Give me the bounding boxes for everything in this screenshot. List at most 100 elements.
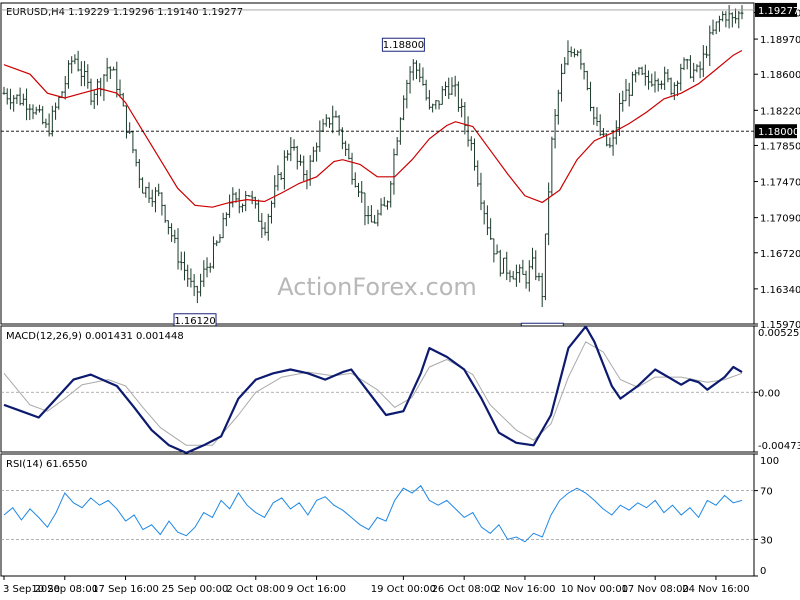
ohlc-bar (447, 77, 451, 99)
x-tick-label: 19 Oct 00:00 (371, 584, 436, 595)
ohlc-bar (640, 66, 644, 76)
ohlc-bar (15, 94, 19, 104)
ohlc-bar (543, 233, 547, 301)
ohlc-bar (250, 190, 254, 205)
ohlc-bar (669, 77, 673, 96)
ohlc-bar (672, 82, 676, 101)
ohlc-bar (105, 57, 109, 82)
ohlc-bar (589, 81, 593, 112)
ohlc-bar (711, 19, 715, 36)
ohlc-bar (650, 73, 654, 87)
ohlc-bar (502, 257, 506, 274)
ohlc-bar (395, 137, 399, 156)
ohlc-bar (192, 274, 196, 297)
ohlc-bar (450, 77, 454, 96)
ohlc-bar (382, 196, 386, 207)
ohlc-bar (740, 5, 744, 20)
ohlc-bar (205, 257, 209, 278)
x-tick-label: 2 Nov 16:00 (494, 584, 555, 595)
ohlc-bar (444, 81, 448, 97)
ohlc-bar (682, 57, 686, 71)
ohlc-bar (128, 122, 132, 135)
ohlc-bar (701, 45, 705, 77)
ohlc-bar (708, 25, 712, 66)
ohlc-bar (643, 64, 647, 86)
price-y-tick-label: 1.16720 (760, 249, 800, 260)
current-price-tag: 1.19277 (755, 2, 799, 17)
ohlc-bar (440, 86, 444, 105)
current-price-tag-bg (755, 2, 797, 17)
ohlc-bar (86, 64, 90, 89)
price-annotation-label: 1.18800 (383, 40, 424, 51)
price-y-tick-label: 1.18220 (760, 106, 800, 117)
ohlc-bar (260, 212, 264, 238)
ohlc-bar (298, 154, 302, 166)
ohlc-bar (376, 209, 380, 227)
ohlc-bar (637, 67, 641, 76)
ohlc-bar (485, 205, 489, 236)
ohlc-bar (647, 70, 651, 90)
ohlc-bar (482, 200, 486, 225)
rsi-y-tick-label: 30 (760, 535, 773, 546)
ohlc-bar (137, 159, 141, 189)
ohlc-bar (553, 109, 557, 149)
ohlc-bar (634, 69, 638, 83)
ohlc-bar (379, 198, 383, 216)
ohlc-bar (331, 105, 335, 134)
ohlc-bar (524, 270, 528, 289)
ohlc-bar (147, 182, 151, 203)
ohlc-bar (8, 88, 12, 110)
watermark: ActionForex.com (277, 273, 477, 301)
ohlc-bar (70, 56, 74, 74)
ohlc-bar (418, 63, 422, 83)
price-annotation-box (381, 37, 425, 52)
price-annotation: 1.16120 (173, 313, 217, 328)
ohlc-bar (518, 264, 522, 283)
ohlc-bar (76, 50, 80, 72)
macd-y-tick-label: 0.00 (758, 388, 780, 399)
ohlc-bar (289, 137, 293, 162)
ohlc-bar (131, 131, 135, 154)
ohlc-bar (392, 148, 396, 195)
ohlc-bar (31, 104, 35, 120)
ohlc-bar (186, 264, 190, 287)
ohlc-bar (724, 11, 728, 28)
ohlc-bar (366, 205, 370, 225)
x-tick-label: 17 Sep 16:00 (92, 584, 159, 595)
price-annotation-label: 1.16120 (174, 316, 215, 327)
x-tick-label: 26 Oct 08:00 (432, 584, 497, 595)
ohlc-bar (514, 264, 518, 287)
ohlc-bar (57, 95, 61, 110)
price-y-tick-label: 1.17090 (760, 214, 800, 225)
ohlc-bar (134, 149, 138, 167)
ohlc-bar (424, 79, 428, 101)
ohlc-bar (537, 272, 541, 282)
ohlc-bar (54, 102, 58, 120)
rsi-y-tick-label: 0 (760, 566, 766, 577)
ohlc-bar (92, 89, 96, 109)
ohlc-bar (489, 218, 493, 240)
ohlc-bar (25, 88, 29, 121)
ohlc-bar (560, 63, 564, 102)
ohlc-bar (498, 249, 502, 277)
ohlc-bar (608, 137, 612, 149)
ohlc-bar (408, 66, 412, 94)
ohlc-bar (663, 66, 667, 91)
ohlc-bar (202, 260, 206, 287)
level-price-tag: 1.18000 (755, 124, 799, 139)
price-y-axis: 1.182501.189701.186001.182201.178501.174… (754, 2, 800, 331)
ohlc-bar (692, 62, 696, 83)
ohlc-bar (334, 110, 338, 118)
ohlc-bar (730, 12, 734, 28)
ohlc-bar (405, 79, 409, 109)
ohlc-bar (189, 268, 193, 288)
ohlc-bar (266, 213, 270, 241)
ohlc-bar (150, 189, 154, 207)
ohlc-bar (415, 60, 419, 80)
ohlc-bar (170, 223, 174, 242)
ohlc-bar (12, 95, 16, 112)
macd-y-tick-label: 0.00525 (758, 328, 799, 339)
ohlc-bar (585, 70, 589, 91)
ohlc-bar (630, 71, 634, 96)
rsi-y-tick-label: 70 (760, 487, 773, 498)
